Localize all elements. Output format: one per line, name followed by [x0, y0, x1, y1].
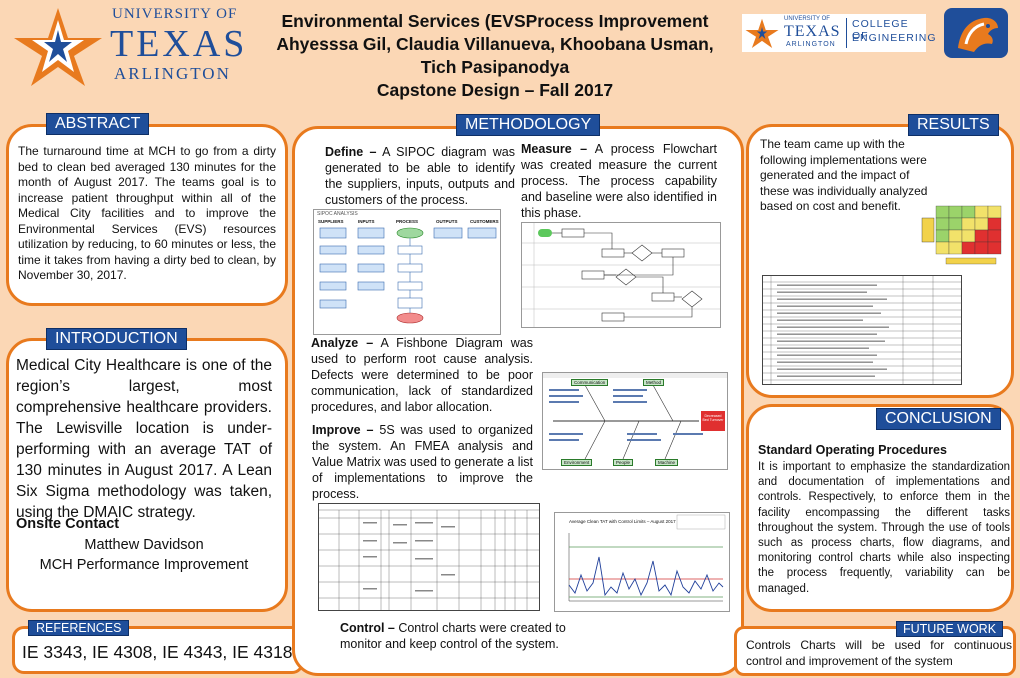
analyze-body: A Fishbone Diagram was used to perform r… [311, 336, 533, 414]
analyze-text: Analyze – A Fishbone Diagram was used to… [311, 335, 533, 415]
process-flowchart [521, 222, 721, 328]
improve-label: Improve – [312, 423, 374, 437]
sipoc-col-0: SUPPLIERS [318, 219, 344, 224]
control-chart-graphic [568, 514, 726, 602]
control-text: Control – Control charts were created to… [340, 620, 570, 652]
poster-title: Environmental Services (EVSProcess Impro… [250, 10, 740, 102]
uta-line2: TEXAS [110, 23, 248, 65]
future-work-body: Controls Charts will be used for continu… [746, 638, 1012, 668]
introduction-body: Medical City Healthcare is one of the re… [16, 357, 272, 521]
uta-line1: UNIVERSITY OF [112, 6, 238, 22]
horse-head-icon [958, 17, 998, 52]
measure-label: Measure – [521, 142, 588, 156]
fishbone-diagram: Communication Method Environment People … [542, 372, 728, 470]
flowchart-graphic [522, 223, 720, 327]
sipoc-col-4: CUSTOMERS [470, 219, 499, 224]
improve-body: 5S was used to organized the system. An … [312, 423, 533, 501]
references-body: IE 3343, IE 4308, IE 4343, IE 4318 [22, 642, 293, 662]
small-logo-line3: ARLINGTON [786, 41, 836, 48]
college-line1: COLLEGE OF [852, 18, 909, 42]
results-heading: RESULTS [908, 114, 999, 136]
control-label: Control – [340, 621, 395, 635]
abstract-heading: ABSTRACT [46, 113, 150, 135]
title-line4: Capstone Design – Fall 2017 [376, 80, 614, 100]
value-matrix [916, 198, 1006, 270]
value-matrix-graphic [921, 205, 1002, 265]
analyze-label: Analyze – [311, 336, 374, 350]
define-body: A SIPOC diagram was generated to be able… [325, 145, 515, 207]
future-work-heading: FUTURE WORK [896, 621, 1004, 637]
implementation-table-graphic [763, 276, 961, 384]
implementation-table [762, 275, 962, 385]
fish-box-machine: Machine [655, 459, 679, 466]
sipoc-col-3: OUTPUTS [436, 219, 458, 224]
sipoc-col-2: PROCESS [396, 219, 419, 224]
college-line2: ENGINEERING [852, 32, 937, 44]
mavericks-logo [944, 8, 1008, 58]
abstract-body: The turnaround time at MCH to go from a … [18, 144, 276, 282]
uta-line3: ARLINGTON [114, 64, 231, 83]
uta-logo: UNIVERSITY OF TEXAS ARLINGTON [10, 6, 250, 86]
logo-divider [846, 18, 847, 48]
conclusion-panel [746, 404, 1014, 612]
introduction-heading: INTRODUCTION [46, 328, 187, 350]
control-body: Control charts were created to monitor a… [340, 621, 566, 651]
fish-box-method: Method [643, 379, 665, 386]
title-line2: Ahyesssa Gil, Claudia Villanueva, Khooba… [276, 34, 714, 54]
conclusion-body: It is important to emphasize the standar… [758, 461, 1010, 595]
control-chart-title: Average Clean TAT with Control Limits – … [569, 519, 683, 524]
improve-text: Improve – 5S was used to organized the s… [312, 422, 533, 502]
title-line1: Environmental Services (EVSProcess Impro… [281, 11, 709, 31]
contact-name: Matthew Davidson [84, 537, 204, 553]
fish-box-people: People [613, 459, 634, 466]
conclusion-heading: CONCLUSION [876, 408, 1001, 430]
contact-heading: Onsite Contact [16, 516, 120, 532]
define-text: Define – A SIPOC diagram was generated t… [325, 144, 515, 208]
sipoc-graphic [319, 227, 497, 324]
fmea-table [318, 503, 540, 611]
small-logo-line1: UNIVERSITY OF [784, 16, 830, 22]
uta-star-icon [14, 8, 102, 86]
methodology-heading: METHODOLOGY [456, 114, 601, 136]
sipoc-col-1: INPUTS [358, 219, 375, 224]
uta-engineering-logo: UNIVERSITY OF TEXAS ARLINGTON COLLEGE OF… [742, 14, 936, 52]
fish-box-communication: Communication [571, 379, 609, 386]
measure-body: A process Flowchart was created measure … [521, 142, 717, 220]
sipoc-title: SIPOC ANALYSIS [317, 211, 358, 217]
control-chart: Average Clean TAT with Control Limits – … [554, 512, 730, 612]
define-label: Define – [325, 145, 377, 159]
fishbone-graphic [543, 373, 727, 460]
results-body: The team came up with the following impl… [760, 137, 928, 213]
contact-title: MCH Performance Improvement [39, 557, 249, 573]
references-heading: REFERENCES [28, 620, 130, 636]
abstract-panel [6, 124, 288, 306]
fmea-graphic [319, 509, 539, 610]
fish-head-label: Decreased Bed Turnover [702, 414, 724, 422]
sipoc-diagram: SIPOC ANALYSIS SUPPLIERS INPUTS PROCESS … [313, 209, 501, 335]
small-star-icon [745, 18, 779, 48]
title-line3: Tich Pasipanodya [420, 57, 570, 77]
measure-text: Measure – A process Flowchart was create… [521, 141, 717, 221]
fish-box-environment: Environment [561, 459, 593, 466]
small-logo-line2: TEXAS [784, 23, 841, 40]
conclusion-subheading: Standard Operating Procedures [758, 443, 947, 457]
